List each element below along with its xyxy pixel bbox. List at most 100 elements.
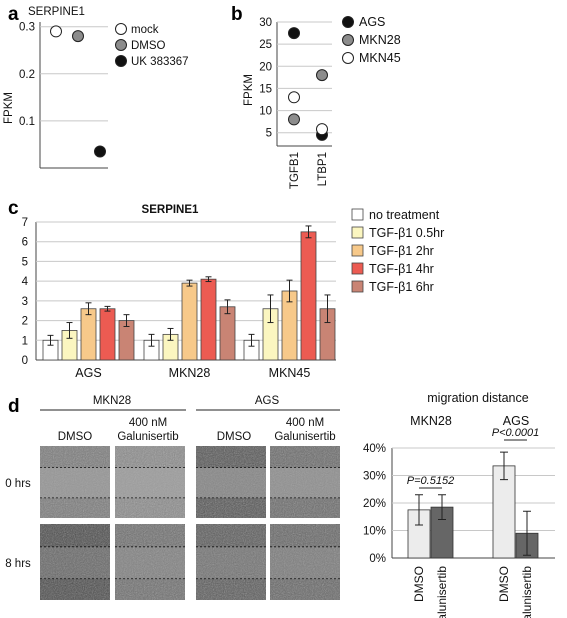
panel-a-point-1 <box>72 30 84 43</box>
panel-a-ytick: 0.1 <box>19 116 35 128</box>
panel-c-ytick: 5 <box>22 256 28 268</box>
panel-b-ytick: 10 <box>259 106 272 118</box>
panel-a-chart: SERPINE1 FPKM 0.1 0.2 0.3 mock DMSO UK 38336… <box>3 6 189 169</box>
panel-d-ytick: 30% <box>363 471 386 483</box>
panel-c-legend-swatch <box>351 280 364 293</box>
panel-d-xtick: Galunisertib <box>520 566 534 618</box>
panel-a-legend-label: DMSO <box>131 40 166 52</box>
panel-a-legend-swatch <box>115 23 127 35</box>
micrograph-tile-r1-c2 <box>196 524 266 600</box>
micrograph-tile-r0-c3 <box>270 446 340 518</box>
panel-c-legend-label: TGF-β1 0.5hr <box>369 226 444 240</box>
panel-c-legend-label: TGF-β1 2hr <box>369 244 434 258</box>
panel-b-point-2-0 <box>288 91 300 104</box>
panel-c-ytick: 4 <box>22 276 29 288</box>
panel-d-pvalue: P<0.0001 <box>492 427 539 439</box>
panel-c-ytick: 2 <box>22 316 28 328</box>
micrograph-row-0hrs: 0 hrs <box>5 478 31 490</box>
panel-a-title: SERPINE1 <box>28 6 85 18</box>
panel-c-title: SERPINE1 <box>142 204 199 216</box>
panel-a-legend-label: mock <box>131 24 159 36</box>
panel-b-ytick: 20 <box>259 61 272 73</box>
panel-c-legend-swatch <box>351 226 364 239</box>
micrograph-tile-r0-c2 <box>196 446 266 518</box>
panel-b-point-1-1 <box>316 69 328 82</box>
panel-c-bar-2-3 <box>300 231 317 361</box>
panel-c-legend-swatch <box>351 208 364 221</box>
panel-c-bar-1-3 <box>200 278 217 361</box>
panel-c-xtick: MKN28 <box>169 366 211 380</box>
panel-d-xtick: DMSO <box>412 566 426 602</box>
micrograph-col-mkn28-dmso: DMSO <box>58 431 93 443</box>
panel-d-ytick: 10% <box>363 526 386 538</box>
panel-d-group-ags: AGS <box>503 414 529 428</box>
panel-c-legend-label: TGF-β1 6hr <box>369 280 434 294</box>
micrograph-row-8hrs: 8 hrs <box>5 558 31 570</box>
panel-a-legend-label: UK 383367 <box>131 56 189 68</box>
panel-a-point-0 <box>50 25 62 38</box>
panel-a-legend-swatch <box>115 39 127 51</box>
panel-d-xtick: DMSO <box>497 566 511 602</box>
panel-a-ytick: 0.3 <box>19 22 35 34</box>
panel-d-xtick: Galunisertib <box>435 566 449 618</box>
panel-c-legend-label: no treatment <box>369 208 440 222</box>
panel-c-ytick: 0 <box>22 355 28 367</box>
panel-b-legend-label: MKN28 <box>359 33 401 47</box>
panel-b-legend-label: AGS <box>359 15 385 29</box>
panel-c-bar-0-3 <box>99 308 116 361</box>
panel-b-legend-swatch <box>342 34 354 46</box>
panel-c-bar-0-2 <box>80 308 97 361</box>
panel-c-ytick: 1 <box>22 335 28 347</box>
panel-d-pvalue: P=0.5152 <box>407 475 454 487</box>
micrograph-col-ags-drug: Galunisertib <box>274 431 335 443</box>
panel-c-bar-1-4 <box>219 306 236 361</box>
panel-letter-d: d <box>8 396 20 417</box>
panel-c-xtick: MKN45 <box>269 366 311 380</box>
panel-b-ytick: 25 <box>259 39 272 51</box>
micrograph-tile-r0-c1 <box>115 446 185 518</box>
panel-letter-a: a <box>8 4 19 25</box>
micrograph-tile-r1-c1 <box>115 524 185 600</box>
panel-b-ytick: 15 <box>259 83 272 95</box>
panel-c-legend-swatch <box>351 262 364 275</box>
panel-b-legend-label: MKN45 <box>359 51 401 65</box>
panel-c-legend-label: TGF-β1 4hr <box>369 262 434 276</box>
panel-b-ylabel: FPKM <box>243 74 255 106</box>
micrograph-tile-r0-c0 <box>40 446 110 518</box>
panel-b-point-1-0 <box>288 113 300 126</box>
panel-a-ytick: 0.2 <box>19 69 35 81</box>
micrograph-col-ags-dmso: DMSO <box>217 431 252 443</box>
panel-c-chart: SERPINE1 0 1 2 3 4 5 6 7 AGS MKN28 MKN45 no treat… <box>22 204 445 380</box>
panel-b-ytick: 5 <box>266 128 272 140</box>
panel-d-chart-title: migration distance <box>427 391 528 405</box>
panel-b-chart: FPKM 5 10 15 20 25 30 TGFB1 LTBP1 AGS MKN28 MKN4… <box>243 15 401 189</box>
panel-d-group-mkn28: MKN28 <box>410 414 452 428</box>
panel-b-xtick: LTBP1 <box>317 152 329 186</box>
micrograph-group-ags: AGS <box>255 395 280 407</box>
micrograph-group-mkn28: MKN28 <box>93 395 131 407</box>
panel-c-legend-swatch <box>351 244 364 257</box>
panel-d-chart: migration distance MKN28 AGS 0% 10% 20% 30%… <box>363 391 555 618</box>
panel-c-xtick: AGS <box>75 366 101 380</box>
panel-d-ytick: 20% <box>363 498 386 510</box>
micrograph-col-ags-dose: 400 nM <box>286 417 324 429</box>
panel-c-bar-1-2 <box>181 282 198 361</box>
micrograph-col-mkn28-drug: Galunisertib <box>117 431 178 443</box>
panel-letter-c: c <box>8 198 19 219</box>
panel-b-xtick: TGFB1 <box>289 152 301 189</box>
panel-c-ytick: 7 <box>22 217 28 229</box>
panel-c-ytick: 6 <box>22 237 28 249</box>
panel-b-legend-swatch <box>342 52 354 64</box>
micrograph-col-mkn28-dose: 400 nM <box>129 417 167 429</box>
panel-b-point-0-0 <box>288 27 300 40</box>
panel-a-legend-swatch <box>115 55 127 67</box>
panel-a-ylabel: FPKM <box>3 92 15 124</box>
micrograph-tile-r1-c0 <box>40 524 110 600</box>
panel-d-ytick: 40% <box>363 443 386 455</box>
panel-d-micrographs: MKN28 AGS DMSO 400 nM Galunisertib DMSO … <box>5 395 340 600</box>
panel-a-point-2 <box>94 145 106 158</box>
panel-d-ytick: 0% <box>369 553 386 565</box>
panel-b-ytick: 30 <box>259 17 272 29</box>
panel-b-point-2-1 <box>316 123 328 136</box>
